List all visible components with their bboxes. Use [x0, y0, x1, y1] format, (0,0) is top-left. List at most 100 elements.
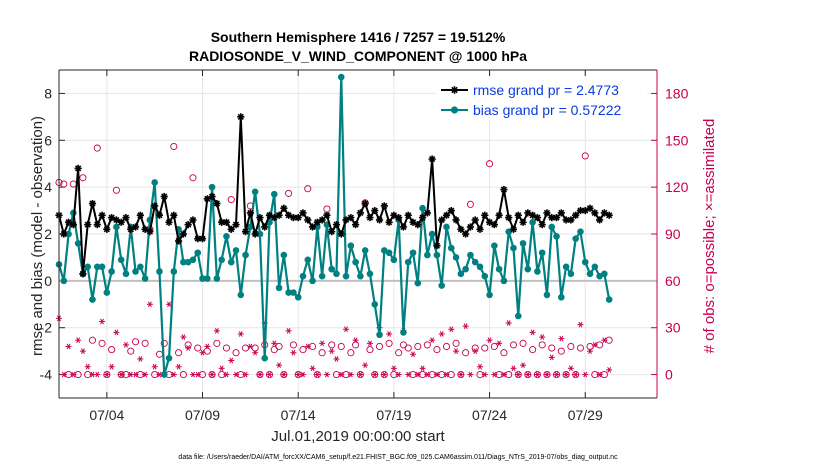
obs-assimilated-point [453, 348, 460, 354]
obs-assimilated-point [290, 349, 297, 356]
bias-point [122, 270, 130, 278]
bias-point [519, 240, 527, 247]
rmse-point [347, 214, 355, 222]
obs-assimilated-point [553, 371, 560, 378]
obs-assimilated-point [414, 371, 421, 378]
obs-possible-point [581, 152, 589, 160]
series-bias [55, 73, 613, 378]
bias-point [534, 268, 541, 275]
bias-point [223, 233, 230, 240]
bias-point [218, 256, 225, 264]
rmse-point [433, 242, 441, 250]
rmse-point [323, 211, 331, 219]
obs-assimilated-point [362, 362, 369, 369]
obs-assimilated-point [429, 337, 436, 344]
rmse-point [131, 223, 140, 231]
y2-axis-label: # of obs: o=possible; ×=assimilated [701, 119, 718, 354]
obs-assimilated-point [233, 371, 240, 378]
rmse-point [452, 216, 460, 224]
obs-assimilated-point [505, 320, 512, 326]
bias-point [103, 289, 111, 296]
obs-assimilated-point [366, 340, 373, 347]
bias-point [414, 279, 422, 287]
obs-possible-point [509, 341, 518, 349]
obs-assimilated-point [199, 349, 206, 356]
bias-point [251, 188, 259, 196]
rmse-point [208, 192, 216, 201]
rmse-point [103, 225, 111, 233]
rmse-point [227, 225, 235, 233]
obs-assimilated-point [194, 371, 201, 378]
y2-tick-label: 30 [665, 320, 681, 336]
obs-possible-point [289, 341, 297, 349]
y-tick-label: 6 [44, 132, 52, 148]
obs-assimilated-point [266, 371, 273, 378]
obs-assimilated-point [137, 356, 144, 362]
obs-possible-point [328, 341, 336, 349]
rmse-point [122, 214, 130, 222]
rmse-point [69, 221, 77, 229]
obs-assimilated-point [103, 371, 110, 378]
rmse-point [447, 206, 455, 215]
y2-tick-label: 60 [665, 273, 681, 289]
bias-point [342, 272, 350, 280]
obs-assimilated-point [405, 371, 412, 378]
obs-assimilated-point [99, 318, 106, 325]
legend-rmse-star [450, 86, 459, 94]
obs-possible-point [203, 347, 211, 355]
bias-point [194, 249, 202, 257]
bias-point [481, 272, 489, 280]
bias-point [476, 263, 484, 271]
rmse-point [462, 230, 470, 238]
obs-assimilated-point [472, 348, 479, 354]
obs-assimilated-point [424, 371, 431, 378]
obs-possible-point [462, 349, 470, 357]
obs-possible-point [576, 344, 585, 352]
bias-point [390, 256, 398, 264]
bias-point [314, 223, 321, 231]
obs-possible-point [529, 346, 537, 354]
obs-possible-point [395, 349, 403, 357]
obs-possible-point [98, 339, 106, 347]
bias-point [404, 258, 412, 266]
bias-point [242, 251, 249, 259]
obs-assimilated-point [213, 327, 220, 334]
obs-assimilated-point [338, 371, 345, 378]
bias-point [357, 272, 364, 280]
bias-point [553, 233, 560, 240]
rmse-point [232, 221, 240, 229]
bias-point [337, 73, 345, 81]
obs-assimilated-point [84, 363, 91, 370]
obs-possible-point [232, 349, 240, 357]
bias-point [98, 263, 106, 271]
obs-possible-point [127, 347, 135, 355]
chart-subtitle: RADIOSONDE_V_WIND_COMPONENT @ 1000 hPa [189, 48, 527, 64]
rmse-point [533, 214, 541, 222]
y-tick-label: -2 [40, 320, 53, 336]
obs-assimilated-point [108, 363, 115, 370]
bias-point [586, 270, 594, 278]
bias-point [280, 251, 288, 259]
rmse-point [428, 155, 436, 163]
obs-assimilated-point [462, 323, 469, 330]
rmse-point [538, 221, 546, 229]
rmse-point [146, 228, 154, 236]
rmse-point [222, 218, 231, 226]
rmse-point [572, 211, 580, 219]
obs-assimilated-point [142, 371, 149, 378]
obs-possible-point [251, 344, 259, 352]
obs-possible-point [481, 344, 489, 352]
obs-assimilated-point [285, 327, 292, 334]
rmse-point [438, 216, 446, 224]
obs-possible-point [586, 342, 594, 351]
obs-possible-point [304, 185, 312, 193]
rmse-point [471, 216, 479, 224]
legend-bias-marker [450, 106, 459, 114]
obs-possible-point [256, 371, 264, 379]
bias-point [237, 291, 245, 299]
bias-point [419, 204, 426, 212]
bias-point [567, 270, 575, 278]
obs-assimilated-point [587, 348, 594, 354]
rmse-point [155, 211, 164, 219]
obs-assimilated-point [323, 371, 330, 378]
